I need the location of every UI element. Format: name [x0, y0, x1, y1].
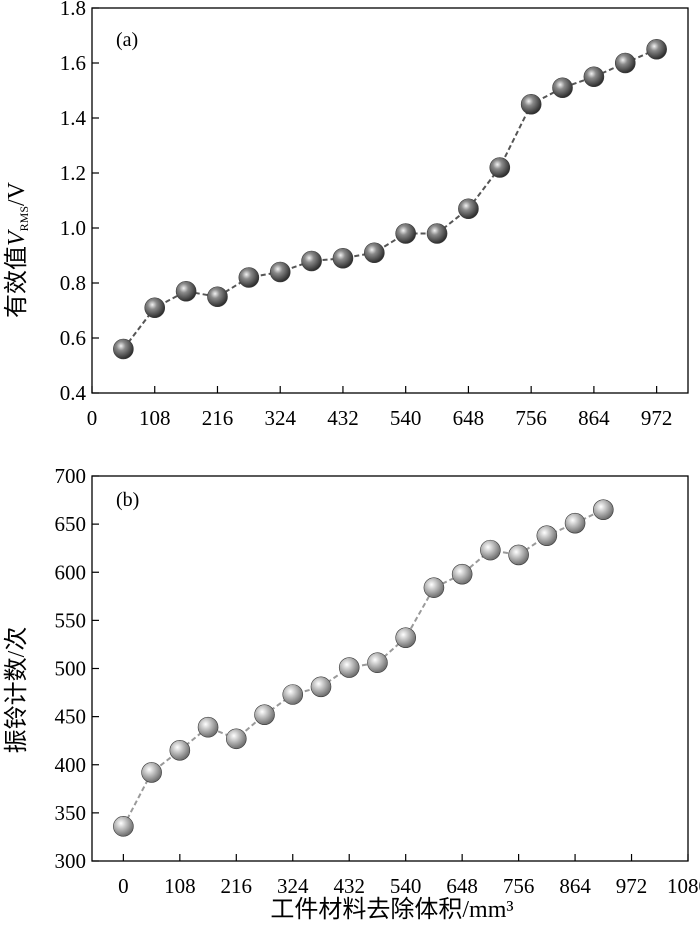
panel-b: 300 350 400 450 500 550 600 650 700 0 108 216 324 43…: [3, 464, 700, 898]
series-line-a: [122, 48, 658, 350]
x-tick-label-b: 432: [333, 874, 365, 898]
data-point-b: [254, 704, 275, 726]
data-point-a: [207, 286, 228, 308]
x-tick-label-b: 972: [616, 874, 648, 898]
y-axis-label-a: 有效值VRMS/V: [3, 181, 31, 318]
x-tick-label-a: 972: [641, 406, 673, 430]
y-axis-label-a-prefix: 有效值: [3, 246, 30, 318]
y-tick-label-b: 600: [55, 560, 87, 584]
data-point-b: [508, 544, 529, 566]
data-point-b: [113, 816, 134, 837]
y-tick-label-a: 1.6: [60, 51, 86, 75]
data-point-b: [338, 657, 360, 678]
data-point-b: [225, 728, 247, 750]
x-tick-label-b: 216: [221, 874, 253, 898]
y-axis-label-a-var: V: [4, 229, 30, 246]
data-point-b: [423, 577, 445, 598]
y-tick-label-a: 1.2: [60, 161, 86, 185]
series-line-b: [122, 508, 604, 827]
x-tick-label-b: 324: [277, 874, 309, 898]
y-tick-label-a: 1.8: [60, 0, 86, 20]
y-tick-label-a: 0.4: [60, 381, 87, 405]
y-axis-label-a-sub: RMS: [17, 206, 31, 231]
y-tick-label-b: 300: [55, 849, 87, 873]
y-ticks-b: 300 350 400 450 500 550 600 650 700: [55, 464, 99, 873]
x-tick-label-a: 216: [202, 406, 234, 430]
y-tick-label-a: 1.0: [60, 216, 86, 240]
data-point-a: [489, 157, 511, 178]
data-point-a: [614, 52, 636, 74]
data-point-a: [458, 198, 479, 220]
data-point-b: [282, 684, 304, 705]
panel-label-a: (a): [116, 29, 138, 51]
data-point-a: [175, 280, 197, 302]
data-point-a: [332, 247, 354, 269]
data-point-a: [395, 223, 416, 244]
x-tick-label-b: 1080: [667, 874, 700, 898]
data-point-a: [269, 261, 291, 283]
markers-b: [113, 499, 614, 837]
data-point-a: [520, 93, 542, 115]
panel-a: 0.4 0.6 0.8 1.0 1.2 1.4 1.6 1.8 0 108 216 324 432 54…: [3, 0, 689, 430]
data-point-a: [364, 242, 385, 264]
data-point-a: [113, 338, 134, 360]
x-tick-label-a: 0: [87, 406, 98, 430]
x-tick-label-b: 540: [390, 874, 422, 898]
data-point-b: [197, 716, 219, 738]
y-tick-label-a: 1.4: [60, 106, 87, 130]
data-point-a: [646, 38, 667, 60]
y-ticks-a: 0.4 0.6 0.8 1.0 1.2 1.4 1.6 1.8: [60, 0, 99, 405]
data-point-a: [426, 223, 448, 244]
y-tick-label-b: 350: [55, 801, 87, 825]
panel-label-b: (b): [116, 489, 139, 511]
data-point-b: [367, 652, 388, 674]
x-tick-label-b: 0: [118, 874, 129, 898]
y-axis-label-a-suffix: /V: [4, 181, 30, 206]
data-point-b: [451, 563, 473, 585]
x-tick-label-a: 108: [139, 406, 171, 430]
data-point-a: [583, 66, 605, 88]
data-point-a: [552, 77, 573, 99]
x-tick-label-a: 432: [327, 406, 359, 430]
x-tick-label-b: 108: [164, 874, 196, 898]
y-tick-label-b: 450: [55, 705, 87, 729]
y-tick-label-b: 400: [55, 753, 87, 777]
plot-frame-b: [91, 475, 689, 862]
data-point-b: [593, 499, 614, 520]
data-point-a: [301, 250, 322, 272]
y-tick-label-b: 700: [55, 464, 87, 488]
x-ticks-b: 0 108 216 324 432 540 648 756 864 972 1080: [118, 854, 700, 898]
markers-a: [113, 38, 667, 360]
x-ticks-a: 0 108 216 324 432 540 648 756 864 972: [87, 386, 673, 430]
x-tick-label-b: 648: [446, 874, 478, 898]
x-tick-label-b: 756: [503, 874, 535, 898]
x-tick-label-a: 864: [578, 406, 610, 430]
y-tick-label-a: 0.6: [60, 326, 86, 350]
data-point-b: [141, 762, 162, 783]
x-tick-label-a: 756: [515, 406, 547, 430]
data-point-b: [564, 512, 586, 534]
data-point-b: [395, 627, 416, 649]
data-point-b: [536, 525, 558, 546]
x-tick-label-a: 324: [264, 406, 296, 430]
x-tick-label-b: 864: [559, 874, 591, 898]
x-tick-label-a: 540: [390, 406, 422, 430]
data-point-b: [169, 740, 191, 761]
data-point-b: [480, 539, 501, 561]
data-point-a: [144, 297, 166, 319]
y-tick-label-b: 500: [55, 657, 87, 681]
data-point-b: [310, 676, 332, 698]
y-axis-label-b: 振铃计数/次: [3, 627, 30, 754]
plot-frame-a: [91, 7, 689, 394]
data-point-a: [238, 267, 260, 288]
y-tick-label-b: 550: [55, 608, 87, 632]
x-axis-label: 工件材料去除体积/mm³: [270, 896, 513, 923]
y-tick-label-b: 650: [55, 512, 87, 536]
x-tick-label-a: 648: [453, 406, 485, 430]
y-tick-label-a: 0.8: [60, 271, 86, 295]
